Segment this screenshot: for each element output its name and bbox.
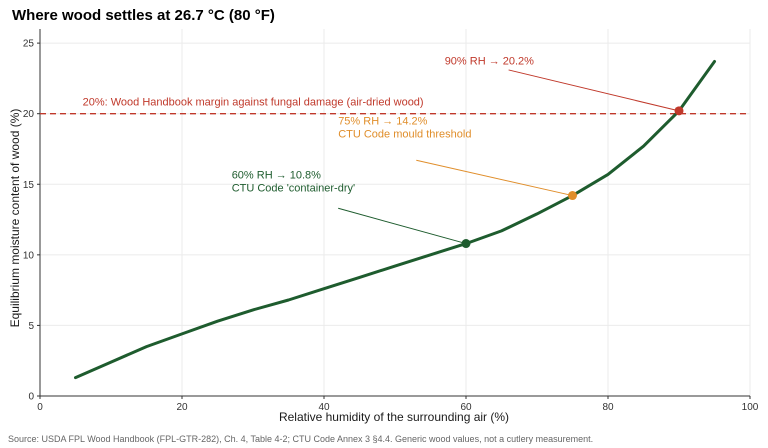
axes: 0 20 40 60 80 100 0 5 10 15 20 25 xyxy=(23,29,759,413)
annotation-leader xyxy=(416,159,573,197)
series-layer xyxy=(74,60,716,380)
x-axis-label: Relative humidity of the surrounding air… xyxy=(279,410,509,424)
annotation-text: CTU Code 'container-dry' xyxy=(232,182,355,194)
x-tick-label: 0 xyxy=(37,402,43,413)
x-tick-label: 100 xyxy=(742,402,759,413)
annotation-leader xyxy=(338,207,467,245)
x-tick-label: 40 xyxy=(318,402,330,413)
reference-line-group: 20%: Wood Handbook margin against fungal… xyxy=(40,97,750,115)
series-line xyxy=(74,60,716,380)
source-caption: Source: USDA FPL Wood Handbook (FPL-GTR-… xyxy=(8,434,593,444)
x-tick-label: 60 xyxy=(460,402,472,413)
y-tick-label: 20 xyxy=(23,109,35,120)
annotation-text: CTU Code mould threshold xyxy=(338,129,471,141)
y-tick-label: 15 xyxy=(23,180,35,191)
y-tick-label: 0 xyxy=(28,392,34,403)
annotation-text: 75% RH → 14.2% xyxy=(338,116,427,128)
annotation-point xyxy=(568,191,577,201)
annotation-text: 90% RH → 20.2% xyxy=(445,55,534,67)
grid-lines xyxy=(39,29,751,397)
y-tick-label: 25 xyxy=(23,39,35,50)
y-axis-label: Equilibrium moisture content of wood (%) xyxy=(8,109,22,328)
reference-line-label: 20%: Wood Handbook margin against fungal… xyxy=(83,97,424,109)
annotation-text: 60% RH → 10.8% xyxy=(232,169,321,181)
x-tick-label: 80 xyxy=(602,402,614,413)
x-tick-label: 20 xyxy=(176,402,188,413)
y-tick-label: 5 xyxy=(28,321,34,332)
annotation-point xyxy=(674,106,684,116)
annotations-layer: 60% RH → 10.8%CTU Code 'container-dry' 75… xyxy=(232,55,684,249)
y-tick-label: 10 xyxy=(23,250,35,261)
annotation-point xyxy=(461,239,471,249)
chart-title: Where wood settles at 26.7 °C (80 °F) xyxy=(12,7,275,24)
annotation-leader xyxy=(508,69,680,112)
